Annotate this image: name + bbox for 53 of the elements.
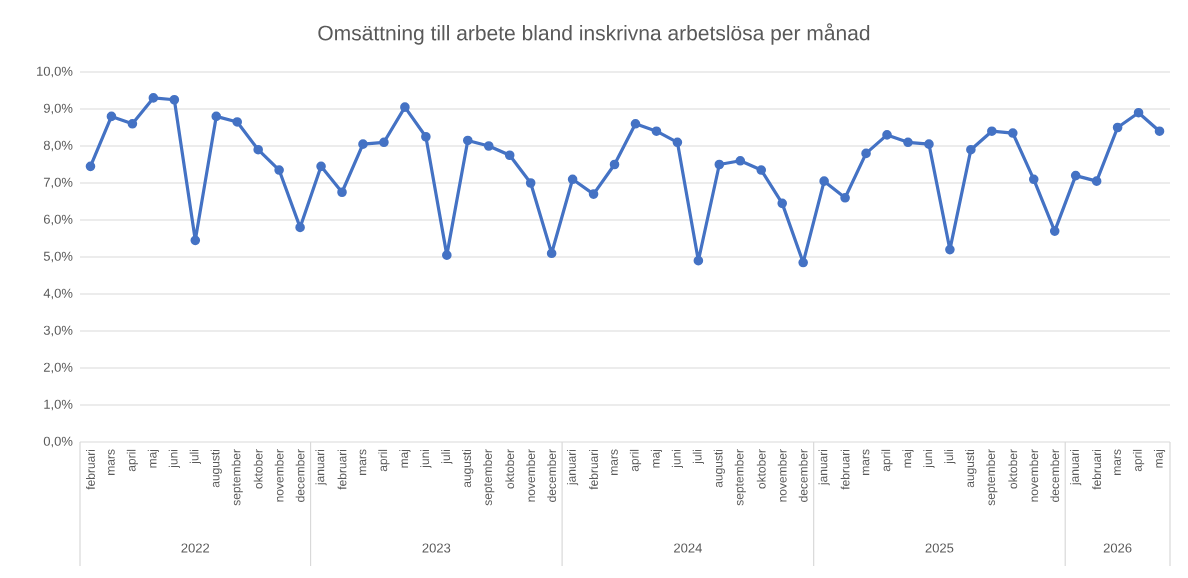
point — [274, 165, 284, 175]
point — [945, 244, 955, 255]
point — [861, 148, 871, 159]
point — [546, 248, 557, 259]
point — [1049, 226, 1060, 236]
point — [504, 150, 515, 161]
point — [903, 137, 913, 148]
point — [127, 119, 138, 129]
point — [358, 139, 368, 149]
point — [483, 141, 494, 151]
point — [148, 93, 159, 103]
point — [777, 198, 788, 209]
point — [756, 165, 767, 175]
point — [421, 131, 431, 142]
point — [609, 159, 620, 170]
point — [735, 156, 746, 166]
point — [1091, 176, 1102, 186]
point — [106, 111, 117, 122]
point — [190, 235, 201, 246]
point — [672, 137, 683, 148]
point — [253, 144, 263, 155]
point — [819, 176, 829, 186]
point — [379, 137, 389, 148]
point — [1154, 126, 1165, 136]
point — [85, 161, 96, 172]
point — [882, 130, 892, 140]
point — [525, 178, 536, 188]
point — [337, 187, 347, 198]
point — [1133, 107, 1144, 118]
point — [232, 117, 243, 127]
point — [693, 255, 704, 266]
point — [1070, 170, 1081, 181]
point — [1112, 122, 1123, 133]
point — [966, 144, 976, 155]
point — [211, 111, 222, 122]
point — [630, 119, 641, 129]
point — [295, 222, 305, 233]
point — [588, 189, 599, 199]
point — [567, 174, 578, 185]
point — [987, 126, 997, 136]
point — [714, 159, 725, 170]
point — [462, 135, 473, 146]
point — [316, 161, 326, 172]
point — [1028, 174, 1039, 185]
point — [840, 192, 850, 203]
point — [924, 139, 934, 149]
chart-title: Omsättning till arbete bland inskrivna arbetslösa per månad — [318, 23, 870, 45]
point — [442, 250, 452, 260]
point — [651, 126, 662, 136]
point — [400, 102, 410, 112]
point — [1007, 128, 1018, 138]
point — [798, 257, 808, 268]
point — [169, 94, 180, 105]
